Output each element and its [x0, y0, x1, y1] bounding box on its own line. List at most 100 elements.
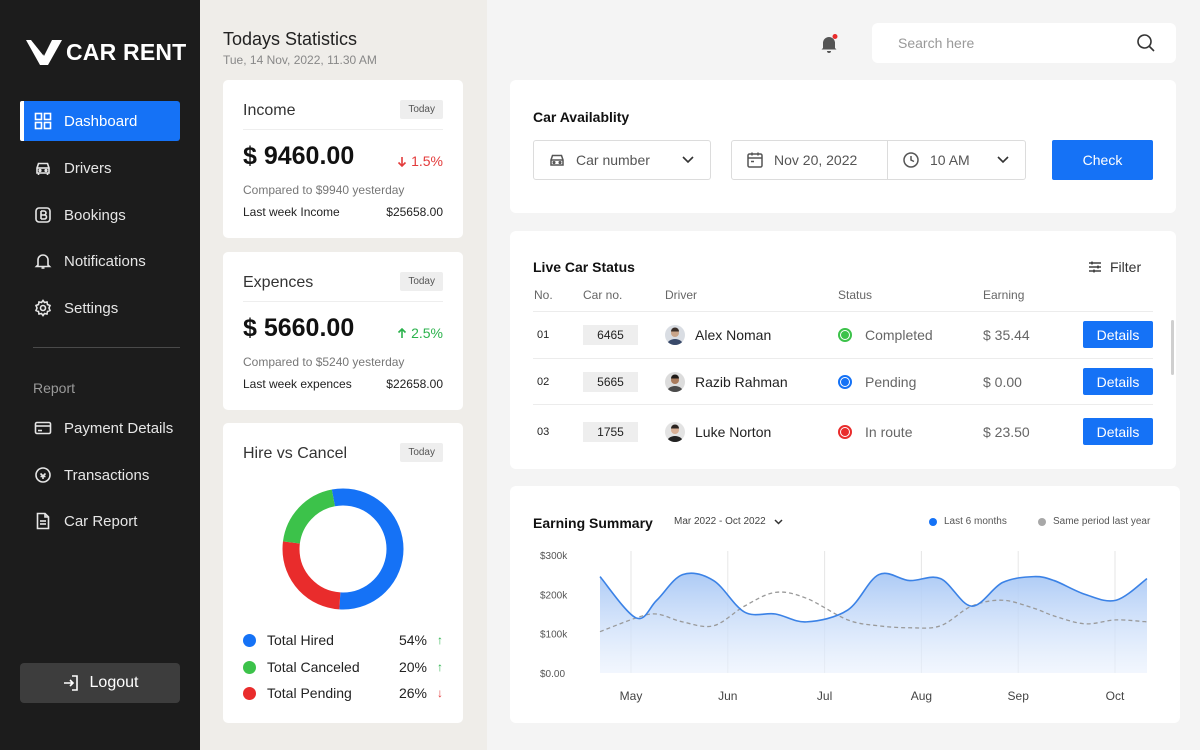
expences-week-value: $22658.00 — [386, 377, 443, 391]
table-scrollbar[interactable] — [1171, 320, 1174, 375]
chevron-down-icon — [682, 156, 694, 164]
sidebar-item-notifications[interactable]: Notifications — [20, 241, 180, 281]
logout-label: Logout — [89, 674, 139, 691]
sidebar-item-dashboard[interactable]: Dashboard — [20, 101, 180, 141]
legend-dot — [1038, 517, 1046, 526]
y-tick-label: $300k — [540, 551, 568, 562]
time-field[interactable]: 10 AM — [888, 141, 1025, 179]
driver-name: Alex Noman — [695, 327, 772, 343]
table-row: 02 5665 Razib Rahman Pending $ 0.00 Deta… — [510, 367, 1176, 397]
time-value: 10 AM — [930, 152, 970, 168]
details-button[interactable]: Details — [1083, 321, 1153, 348]
card-divider — [243, 129, 443, 130]
card-divider — [243, 301, 443, 302]
donut-slice-total-hired — [282, 488, 404, 610]
sidebar: CAR RENT Dashboard Drivers Bookings Noti… — [0, 0, 200, 750]
live-status-title: Live Car Status — [533, 259, 635, 275]
search-input[interactable] — [898, 33, 1128, 53]
gear-icon — [34, 299, 52, 317]
filter-label: Filter — [1110, 259, 1142, 275]
hire-cancel-donut — [282, 488, 404, 610]
today-badge[interactable]: Today — [400, 100, 443, 119]
table-row: 03 1755 Luke Norton In route $ 23.50 Det… — [510, 417, 1176, 447]
today-badge[interactable]: Today — [400, 272, 443, 291]
report-section-label: Report — [33, 380, 76, 396]
logout-button[interactable]: Logout — [20, 663, 180, 703]
legend-dot — [243, 633, 256, 647]
transaction-icon — [35, 467, 51, 483]
x-tick-label: Oct — [1106, 689, 1125, 703]
today-badge[interactable]: Today — [400, 443, 443, 462]
table-row: 01 6465 Alex Noman Completed $ 35.44 Det… — [510, 320, 1176, 350]
statistics-column: Todays Statistics Tue, 14 Nov, 2022, 11.… — [200, 0, 487, 750]
legend-label: Total Pending — [267, 685, 352, 701]
column-header-driver: Driver — [665, 288, 697, 302]
sidebar-item-settings[interactable]: Settings — [20, 288, 180, 328]
sidebar-item-label: Settings — [64, 299, 119, 317]
sidebar-item-label: Dashboard — [64, 112, 138, 130]
bell-icon — [821, 34, 838, 53]
brand-logo: CAR RENT — [26, 38, 186, 66]
sidebar-item-transactions[interactable]: Transactions — [20, 455, 180, 495]
filter-icon — [1089, 261, 1101, 273]
sidebar-item-label: Transactions — [64, 466, 150, 484]
car-icon — [550, 154, 564, 166]
legend-label: Total Hired — [267, 632, 334, 648]
brand-name: CAR RENT — [66, 38, 187, 65]
sidebar-item-label: Drivers — [64, 159, 112, 177]
search-icon[interactable] — [1136, 33, 1156, 53]
arrow-up-icon: ↑ — [437, 660, 443, 674]
chevron-down-icon — [997, 156, 1009, 164]
x-tick-label: May — [620, 689, 643, 703]
earning-summary-title: Earning Summary — [533, 515, 653, 531]
calendar-icon — [747, 152, 763, 168]
booking-icon — [35, 207, 51, 223]
y-tick-label: $200k — [540, 590, 568, 601]
date-range-select[interactable]: Mar 2022 - Oct 2022 — [674, 516, 783, 527]
brand-v-icon — [26, 40, 62, 65]
hire-cancel-card: Hire vs Cancel Today Total Hired 54% ↑ T… — [223, 423, 463, 723]
donut-slice-total-pending — [282, 488, 404, 610]
sidebar-item-car-report[interactable]: Car Report — [20, 501, 180, 541]
filter-button[interactable]: Filter — [1088, 259, 1141, 275]
income-amount: $ 9460.00 — [243, 142, 355, 170]
details-button[interactable]: Details — [1083, 418, 1153, 445]
car-number-chip: 1755 — [583, 422, 638, 442]
earning-value: $ 23.50 — [983, 424, 1030, 440]
legend-item-canceled: Total Canceled 20% ↑ — [243, 657, 443, 677]
x-tick-label: Aug — [911, 689, 932, 703]
series-line-same-period-last-year — [599, 591, 1148, 633]
column-header-status: Status — [838, 288, 873, 302]
status-indicator — [838, 425, 852, 439]
expences-compare: Compared to $5240 yesterday — [243, 355, 405, 369]
income-week-value: $25658.00 — [386, 205, 443, 219]
details-button[interactable]: Details — [1083, 368, 1153, 395]
sidebar-divider — [33, 347, 180, 348]
sidebar-item-label: Car Report — [64, 512, 138, 530]
availability-title: Car Availablity — [533, 109, 630, 125]
car-number-select[interactable]: Car number — [533, 140, 711, 180]
sidebar-item-drivers[interactable]: Drivers — [20, 148, 180, 188]
expences-change: 2.5% — [397, 325, 443, 341]
expences-title: Expences — [243, 274, 314, 291]
legend-pct: 20% — [398, 659, 427, 675]
earning-summary-chart: $0.00 $100k $200k $300k May Jun Jul Aug Sep Oct — [540, 551, 1148, 703]
row-number: 02 — [537, 376, 550, 388]
sidebar-item-payment-details[interactable]: Payment Details — [20, 408, 180, 448]
sidebar-item-bookings[interactable]: Bookings — [20, 195, 180, 235]
income-compare: Compared to $9940 yesterday — [243, 183, 405, 197]
clock-icon — [903, 152, 919, 168]
status-text: Completed — [865, 327, 933, 343]
legend-item-last-6-months: Last 6 months — [929, 516, 1007, 527]
notification-bell[interactable] — [818, 33, 840, 60]
avatar — [665, 372, 685, 392]
check-button[interactable]: Check — [1052, 140, 1153, 180]
date-field[interactable]: Nov 20, 2022 — [732, 141, 888, 179]
car-number-chip: 6465 — [583, 325, 638, 345]
legend-item-pending: Total Pending 26% ↓ — [243, 683, 443, 703]
sidebar-item-label: Notifications — [64, 252, 146, 270]
bell-icon — [34, 254, 52, 269]
driver-name: Luke Norton — [695, 424, 772, 440]
arrow-up-icon — [398, 327, 407, 338]
earning-value: $ 35.44 — [983, 327, 1030, 343]
